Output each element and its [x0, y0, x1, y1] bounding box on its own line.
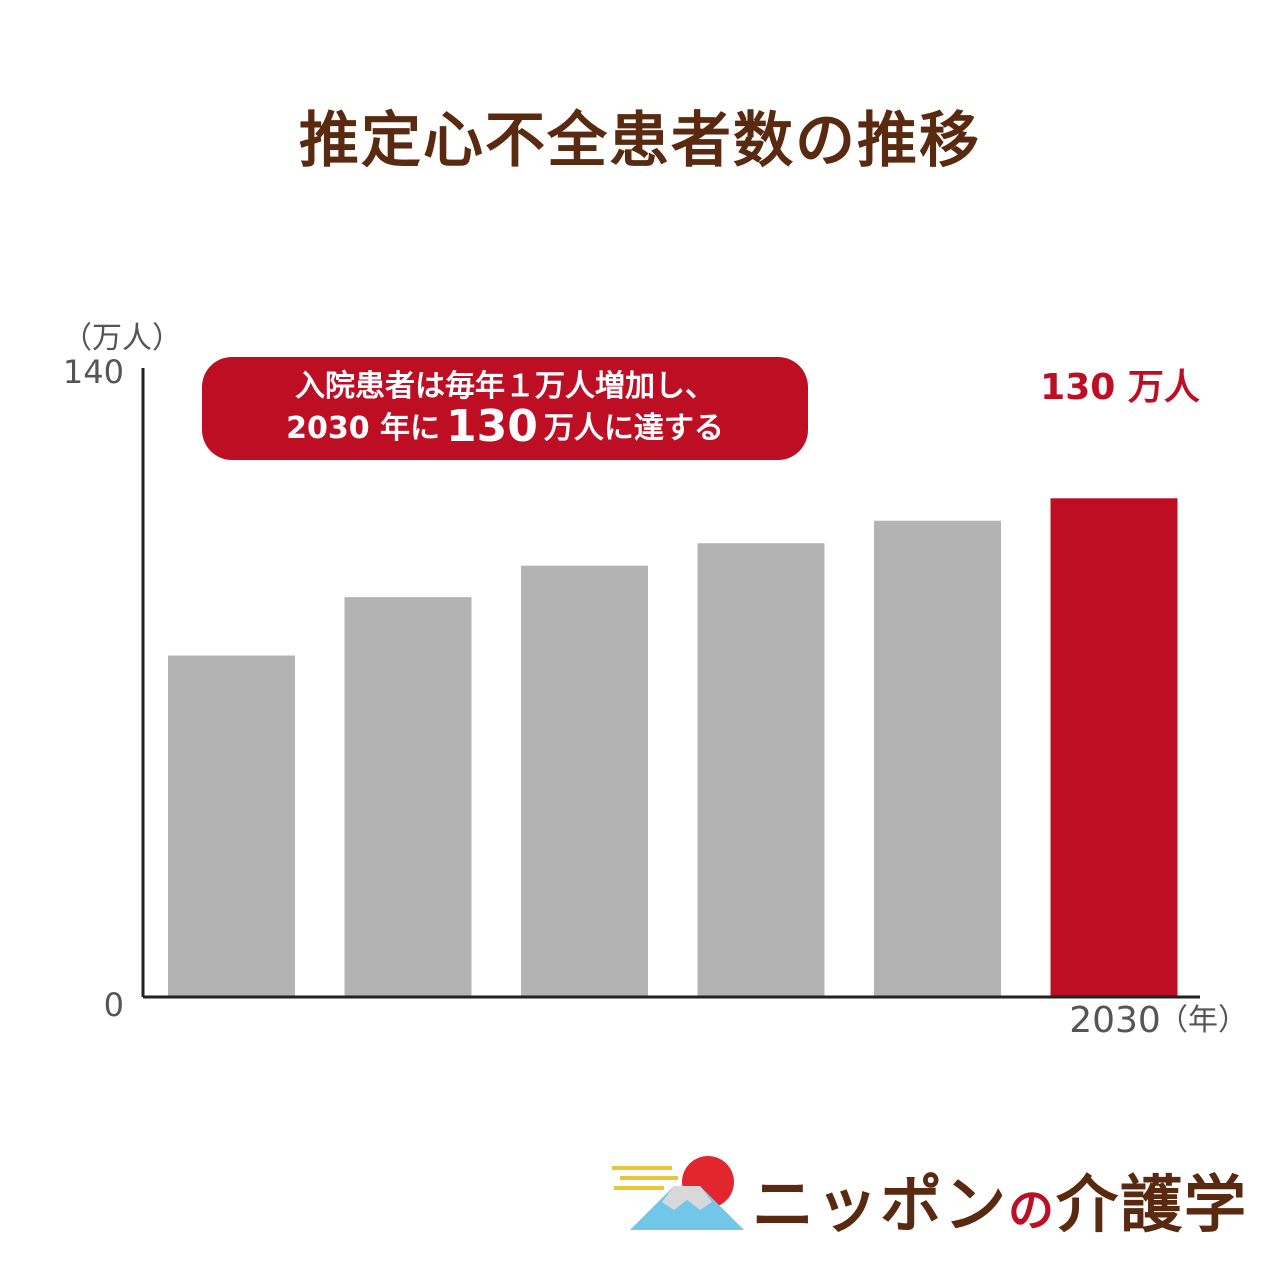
x-tick-label-2030: 2030 [1069, 1000, 1161, 1041]
y-axis-unit-label: （万人） [62, 321, 182, 356]
bar-1 [168, 655, 295, 997]
logo-text-nippon: ニッポン [752, 1168, 1009, 1241]
callout-box: 入院患者は毎年１万人増加し、 2030 年に 130 万人に達する [202, 357, 808, 460]
callout-year-text: 2030 年に [286, 411, 441, 446]
y-tick-label-max: 140 [63, 353, 124, 391]
bar-2030-highlight [1050, 498, 1178, 997]
y-tick-label-zero: 0 [104, 986, 124, 1024]
callout-big-number: 130 [446, 401, 538, 452]
logo-text-no: の [1008, 1183, 1057, 1237]
bar-2 [344, 597, 472, 997]
bar-4 [697, 543, 825, 997]
callout-line-2: 2030 年に 130 万人に達する [202, 405, 808, 449]
x-axis-unit-label: （年） [1158, 1003, 1248, 1038]
chart-title: 推定心不全患者数の推移 [299, 106, 981, 176]
bar-5 [874, 520, 1001, 997]
logo-text: ニッポンの介護学 [752, 1154, 1248, 1244]
bar-3 [521, 565, 648, 997]
highlight-value-label: 130 万人 [1040, 367, 1200, 408]
logo-text-kaigogaku: 介護学 [1056, 1168, 1249, 1241]
callout-line-1: 入院患者は毎年１万人増加し、 [295, 369, 715, 404]
callout-unit-text: 万人に達する [543, 411, 724, 446]
brand-logo: ニッポンの介護学 [612, 1150, 1252, 1241]
mount-fuji-logo-icon [612, 1156, 744, 1230]
